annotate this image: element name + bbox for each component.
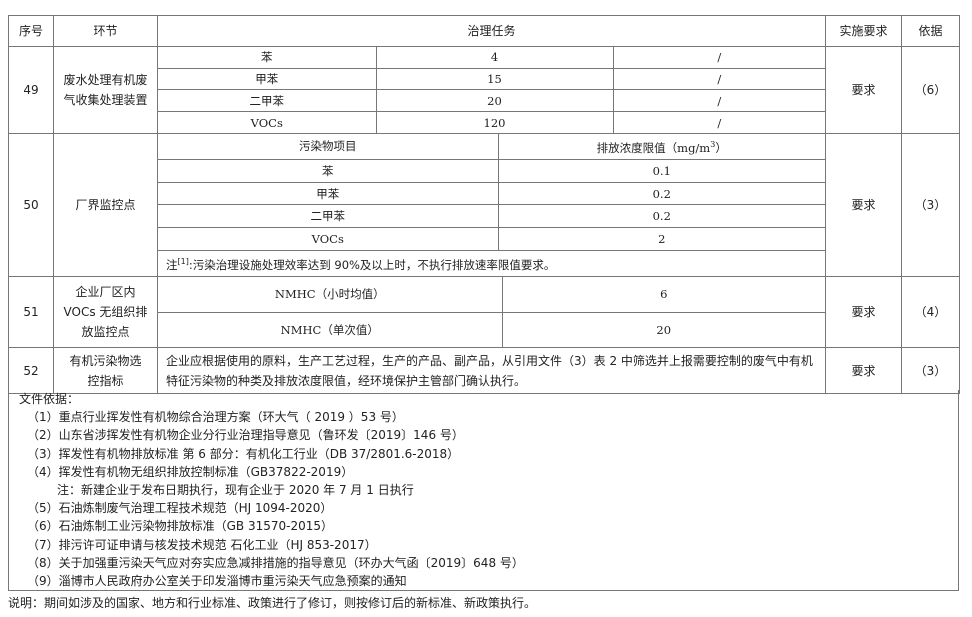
row-basis: （6） [901,46,960,134]
pollutant: NMHC（小时均值） [158,277,503,313]
pollutant: 二甲苯 [158,204,499,229]
header-req: 实施要求 [825,15,902,47]
value: / [717,115,722,130]
file-item: （4）挥发性有机物无组织排放控制标准（GB37822-2019） [27,464,354,479]
row-basis: （3） [901,133,960,277]
row-basis: （4） [901,276,960,348]
header-task: 治理任务 [157,15,826,47]
pollutant: 苯 [158,47,377,69]
row-req: 要求 [825,46,902,134]
file-item: （9）淄博市人民政府办公室关于印发淄博市重污染天气应急预案的通知 [27,573,407,588]
pollutant: NMHC（单次值） [158,312,503,347]
value: / [613,89,825,113]
table-row: 52 有机污染物选控指标 企业应根据使用的原料，生产工艺过程，生产的产品、副产品… [8,347,960,394]
row-no: 49 [8,46,54,134]
footer-note: 说明：期间如涉及的国家、地方和行业标准、政策进行了修订，则按修订后的新标准、新政… [8,596,537,610]
row-no: 51 [8,276,54,348]
row-req: 要求 [825,276,902,348]
row-task: 污染物项目 排放浓度限值（mg/m3） 苯 0.1 甲苯 0.2 二甲苯 0.2 VOC… [157,133,826,277]
value: 0.2 [498,182,825,206]
file-item: （5）石油炼制废气治理工程技术规范（HJ 1094-2020） [27,501,333,516]
value: 6 [502,277,825,313]
table-row: 51 企业厂区内VOCs 无组织排放监控点 NMHC（小时均值） 6 NMHC（单… [8,276,960,348]
row-stage: 厂界监控点 [53,133,158,277]
row-no: 50 [8,133,54,277]
file-item: （6）石油炼制工业污染物排放标准（GB 31570-2015） [27,519,334,534]
value: 20 [376,89,614,113]
header-basis: 依据 [901,15,960,47]
row-req: 要求 [825,347,902,394]
table-row: 49 废水处理有机废气收集处理装置 苯 4/ 甲苯 15/ 二甲苯 20/ VOCs 1… [8,46,960,134]
row-stage: 废水处理有机废气收集处理装置 [53,46,158,134]
pollutant: 甲苯 [158,68,377,91]
file-note: 注：新建企业于发布日期执行，现有企业于 2020 年 7 月 1 日执行 [57,482,414,497]
table-row: 50 厂界监控点 污染物项目 排放浓度限值（mg/m3） 苯 0.1 甲苯 0.2 二… [8,133,960,277]
row-task: NMHC（小时均值） 6 NMHC（单次值） 20 [157,276,826,348]
value: 20 [656,322,672,337]
governance-table: 序号 环节 治理任务 实施要求 依据 49 废水处理有机废气收集处理装置 苯 4/… [8,15,960,394]
row-task: 苯 4/ 甲苯 15/ 二甲苯 20/ VOCs 120/ [157,46,826,134]
column-header: 排放浓度限值（mg/m3） [498,134,825,160]
header-row: 序号 环节 治理任务 实施要求 依据 [8,15,960,47]
row-no: 52 [8,347,54,394]
reference-files: 文件依据： （1）重点行业挥发性有机物综合治理方案（环大气（ 2019 ）53 … [8,390,959,591]
file-item: （1）重点行业挥发性有机物综合治理方案（环大气（ 2019 ）53 号） [27,410,404,425]
pollutant: VOCs [158,227,499,252]
row-req: 要求 [825,133,902,277]
file-item: （2）山东省涉挥发性有机物企业分行业治理指导意见（鲁环发〔2019〕146 号） [27,428,464,443]
column-header: 污染物项目 [158,134,499,160]
pollutant: 二甲苯 [158,89,377,113]
pollutant: 甲苯 [158,182,499,206]
header-stage: 环节 [53,15,158,47]
note: 注[1]:污染治理设施处理效率达到 90%及以上时，不执行排放速率限值要求。 [166,257,556,272]
value: 120 [376,111,614,133]
value: 15 [376,68,614,91]
value: / [613,68,825,91]
pollutant: VOCs [158,111,377,133]
row-stage: 有机污染物选控指标 [53,347,158,394]
files-title: 文件依据： [19,392,80,406]
header-no: 序号 [8,15,54,47]
value: 0.1 [498,159,825,183]
row-stage: 企业厂区内VOCs 无组织排放监控点 [53,276,158,348]
value: 0.2 [498,204,825,229]
row-task: 企业应根据使用的原料，生产工艺过程，生产的产品、副产品，从引用文件（3）表 2 … [157,347,826,394]
file-item: （7）排污许可证申请与核发技术规范 石化工业（HJ 853-2017） [27,537,377,552]
file-item: （8）关于加强重污染天气应对夯实应急减排措施的指导意见（环办大气函〔2019〕6… [27,555,524,570]
value: 4 [376,47,614,69]
row-basis: （3） [901,347,960,394]
value: 2 [498,227,825,252]
file-item: （3）挥发性有机物排放标准 第 6 部分：有机化工行业（DB 37/2801.6… [27,446,460,461]
pollutant: 苯 [158,159,499,183]
value: / [613,47,825,69]
